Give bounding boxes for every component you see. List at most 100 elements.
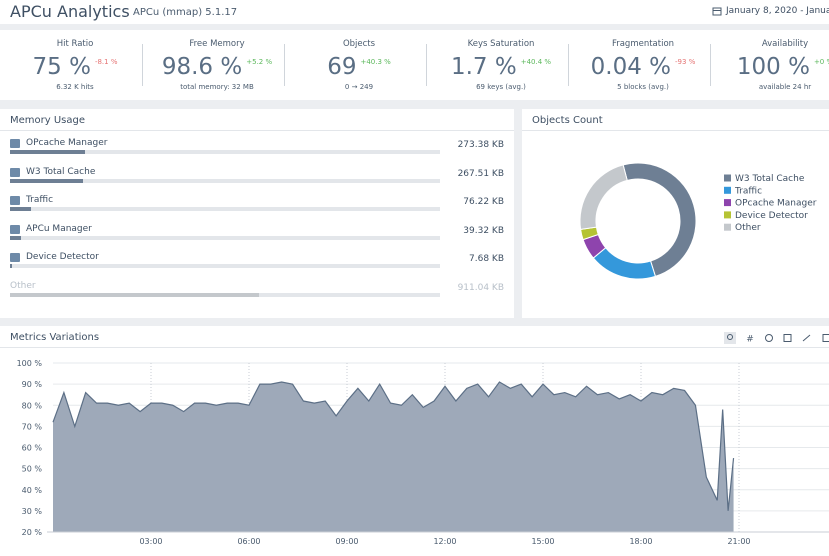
item-size: 7.68 KB (469, 254, 504, 265)
stat-label: Fragmentation (611, 39, 675, 49)
separator (426, 44, 427, 86)
stat-number: 0.04 % (590, 54, 672, 80)
item-name: Device Detector (26, 252, 99, 263)
memory-row: OPcache Manager 273.38 KB (10, 138, 504, 164)
stat-label: Keys Saturation (467, 39, 535, 49)
toolbar-icon[interactable]: # (746, 335, 754, 345)
item-name: APCu Manager (26, 223, 92, 234)
stat-number: 69 (327, 54, 357, 80)
y-tick-label: 40 % (22, 486, 43, 495)
stat-sub: 5 blocks (avg.) (617, 83, 669, 91)
stat-delta: -8.1 % (94, 58, 118, 66)
stat-value: 69 +40.3 % (288, 54, 430, 80)
y-tick-label: 30 % (22, 507, 43, 516)
stat-delta: +40.3 % (360, 58, 391, 66)
date-range[interactable]: January 8, 2020 - January 8 (726, 6, 829, 16)
item-icon (10, 167, 20, 177)
x-tick-label: 15:00 (531, 537, 554, 546)
item-name: OPcache Manager (26, 138, 108, 148)
progress-bar (10, 207, 31, 212)
stat-label: Free Memory (189, 39, 245, 49)
y-tick-label: 70 % (22, 422, 43, 431)
legend-swatch (724, 223, 731, 231)
legend-swatch (724, 186, 731, 194)
divider (0, 130, 514, 131)
separator (284, 44, 285, 86)
toolbar-button[interactable] (724, 332, 736, 344)
y-tick-label: 50 % (22, 465, 43, 474)
progress-bar (10, 293, 259, 297)
separator (710, 44, 711, 86)
stat: Availability 100 %+0 % available 24 hr (714, 30, 829, 100)
memory-row: Other 911.04 KB (10, 281, 504, 307)
stat-sub: 6.32 K hits (56, 83, 94, 91)
item-size: 76.22 KB (463, 197, 504, 208)
y-tick-label: 100 % (17, 359, 43, 368)
stat-value: 75 % -8.1 % (4, 54, 146, 80)
legend-label: Traffic (734, 186, 762, 196)
donut-slice (622, 162, 697, 277)
stat-delta: -93 % (675, 58, 696, 66)
progress-track (10, 178, 440, 183)
stat-number: 100 % (736, 54, 810, 80)
stats-card: Hit Ratio 75 % -8.1 % 6.32 K hits Free Memor… (0, 30, 829, 100)
item-size: 273.38 KB (457, 140, 504, 150)
stat-delta: +5.2 % (246, 58, 273, 66)
metrics-card: Metrics Variations # 20 % 30 % 40 % 50 % 60 … (0, 326, 829, 556)
progress-track (10, 207, 440, 212)
item-icon (10, 253, 20, 263)
memory-row: Traffic 76.22 KB (10, 195, 504, 221)
toolbar-icon[interactable] (727, 334, 733, 340)
toolbar-icon[interactable] (822, 334, 829, 342)
progress-track (10, 235, 440, 240)
stat-sub: total memory: 32 MB (180, 83, 254, 91)
toolbar-icon[interactable] (765, 334, 773, 342)
stat: Free Memory 98.6 % +5.2 % total memory: 32 … (146, 30, 288, 100)
stat: Hit Ratio 75 % -8.1 % 6.32 K hits (4, 30, 146, 100)
item-icon (10, 196, 20, 206)
item-name: W3 Total Cache (26, 166, 96, 177)
memory-row: APCu Manager 39.32 KB (10, 224, 504, 250)
area-fill (53, 382, 734, 532)
item-size: 267.51 KB (457, 168, 504, 179)
x-tick-label: 21:00 (727, 537, 750, 546)
separator (142, 44, 143, 86)
stat-sub: 69 keys (avg.) (476, 83, 526, 91)
x-tick-label: 18:00 (629, 537, 652, 546)
y-tick-label: 90 % (22, 380, 43, 389)
metric-toolbar: # (724, 332, 829, 344)
stat-value: 1.7 % +40.4 % (430, 54, 572, 80)
progress-track (10, 293, 440, 297)
toolbar-icon[interactable] (802, 334, 811, 342)
item-size: 911.04 KB (457, 283, 504, 293)
stat-sub: available 24 hr (758, 83, 812, 91)
legend-label: Other (735, 223, 761, 233)
stat: Keys Saturation 1.7 % +40.4 % 69 keys (avg.… (430, 30, 572, 100)
memory-row: Device Detector 7.68 KB (10, 252, 504, 278)
legend-label: Device Detector (735, 211, 808, 221)
item-icon (10, 139, 20, 148)
card-title: Metrics Variations (10, 332, 100, 343)
y-tick-label: 80 % (22, 401, 43, 410)
stat-value: 0.04 % -93 % (572, 54, 714, 80)
divider (0, 347, 829, 348)
card-title: Memory Usage (10, 115, 86, 126)
stat-value: 100 %+0 % (714, 54, 829, 80)
stat-delta: +0 % (813, 58, 829, 66)
stat-value: 98.6 % +5.2 % (146, 54, 288, 80)
x-tick-label: 12:00 (433, 537, 456, 546)
legend-swatch (724, 211, 731, 219)
stat-label: Objects (342, 39, 376, 49)
stat-number: 98.6 % (161, 54, 243, 80)
progress-track (10, 150, 440, 154)
stat-label: Availability (761, 39, 809, 49)
card-title: Objects Count (532, 115, 603, 126)
stat-sub: 0 → 249 (344, 83, 374, 91)
stat-label: Hit Ratio (56, 39, 94, 49)
memory-row: W3 Total Cache 267.51 KB (10, 167, 504, 193)
toolbar-icon[interactable] (783, 334, 792, 342)
x-tick-label: 06:00 (237, 537, 260, 546)
stat: Fragmentation 0.04 % -93 % 5 blocks (avg.) (572, 30, 714, 100)
donut-chart: W3 Total Cache Traffic OPcache Manager Devi… (579, 162, 817, 280)
